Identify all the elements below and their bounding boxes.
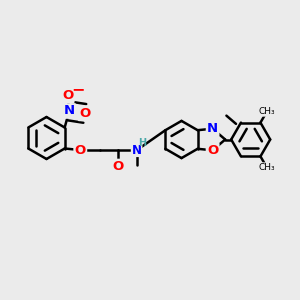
Text: N: N [207,122,218,135]
Text: O: O [113,160,124,173]
Text: O: O [207,144,218,157]
Text: H: H [138,137,146,148]
Text: O: O [79,107,90,120]
Text: O: O [62,89,73,102]
Text: N: N [131,143,141,157]
Text: O: O [75,143,86,157]
Text: −: − [71,82,85,98]
Text: CH₃: CH₃ [258,107,275,116]
Text: CH₃: CH₃ [258,163,275,172]
Text: N: N [64,104,75,118]
Text: H: H [133,145,141,155]
